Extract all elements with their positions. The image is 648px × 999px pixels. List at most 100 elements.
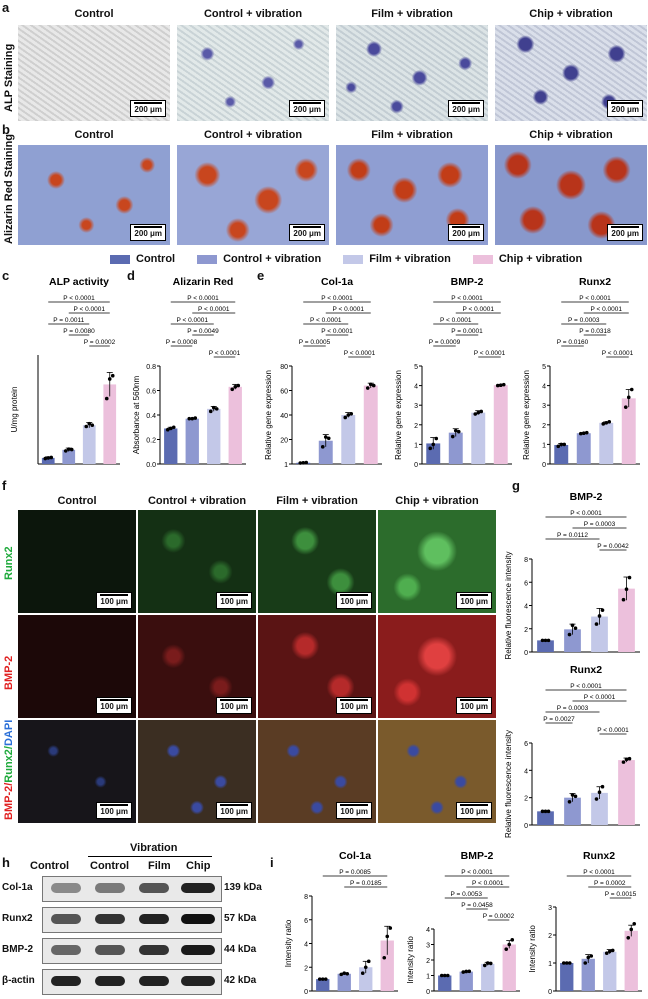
data-point: [439, 973, 444, 978]
data-point: [485, 961, 490, 965]
bar: [316, 979, 330, 991]
y-axis-label: Relative gene expression: [264, 370, 273, 460]
col-title-control-vibration: Control + vibration: [147, 495, 247, 507]
alizarin-image-chip-vibration: 200 μm: [495, 145, 647, 245]
p-value-label: P < 0.0001: [584, 694, 616, 701]
bar: [459, 971, 473, 991]
bar: [591, 792, 608, 825]
blot-kda-label: 42 kDa: [224, 975, 257, 986]
data-point: [342, 971, 347, 975]
y-tick-label: 4: [542, 384, 546, 391]
col-title-film-vibration: Film + vibration: [371, 8, 453, 20]
y-tick-label: 3: [414, 403, 418, 410]
chart-bmp2-blot: BMP-2 Intensity ratio 0 1 2 3 4 P < 0.0001 P < 0…: [406, 850, 520, 996]
y-tick-label: 3: [542, 403, 546, 410]
p-value-label: P < 0.0001: [73, 306, 105, 313]
y-tick-label: 4: [414, 384, 418, 391]
data-point: [326, 436, 331, 441]
y-tick-label: 3: [548, 905, 552, 912]
y-tick-label: 4: [426, 927, 430, 934]
panel-letter-a: a: [2, 0, 10, 15]
y-tick-label: 2: [304, 965, 308, 972]
col-title-film-vibration: Film + vibration: [371, 129, 453, 141]
p-value-label: P < 0.0001: [63, 295, 95, 302]
y-tick-label: 6: [524, 741, 528, 748]
bar: [493, 385, 508, 464]
blot-row-runx2: [42, 907, 222, 933]
y-tick-label: 0: [542, 462, 546, 469]
y-axis-label: Relative fluorescence intensity: [504, 551, 513, 659]
scale-bar: 200 μm: [130, 100, 166, 117]
data-point: [346, 413, 351, 417]
if-bmp2-chip-vibration: 100 μm: [378, 615, 496, 718]
data-point: [193, 416, 198, 420]
scale-bar: 100 μm: [216, 697, 252, 714]
p-value-label: P < 0.0001: [187, 295, 219, 302]
alizarin-image-control: 200 μm: [18, 145, 170, 245]
data-point: [366, 959, 371, 964]
data-point: [90, 423, 95, 427]
col-title-control: Control: [74, 129, 114, 141]
data-point: [501, 382, 506, 387]
y-tick-label: 0.4: [146, 413, 156, 420]
data-point: [43, 456, 48, 461]
data-point: [581, 431, 586, 436]
data-point: [482, 963, 487, 968]
scale-bar: 100 μm: [96, 802, 132, 819]
y-tick-label: 2: [426, 958, 430, 965]
p-value-label: P < 0.0001: [472, 880, 504, 887]
col-title-chip-vibration: Chip + vibration: [395, 495, 479, 507]
data-point: [498, 383, 503, 388]
p-value-label: P = 0.0085: [339, 869, 371, 876]
data-point: [385, 934, 390, 939]
y-tick-label: 40: [280, 413, 288, 420]
blot-kda-label: 44 kDa: [224, 944, 257, 955]
col-title-control-vibration: Control + vibration: [203, 129, 303, 141]
p-value-label: P = 0.0053: [450, 891, 482, 898]
bar: [618, 588, 635, 652]
bar: [581, 958, 595, 991]
data-point: [624, 587, 629, 592]
data-point: [190, 416, 195, 421]
data-point: [301, 460, 306, 465]
p-value-label: P = 0.0009: [429, 339, 461, 346]
data-point: [573, 794, 578, 799]
data-point: [467, 969, 472, 974]
row-label-alp-staining: ALP Staining: [3, 43, 15, 112]
alp-image-control: 200 μm: [18, 25, 170, 121]
p-value-label: P = 0.0002: [594, 880, 626, 887]
blot-band: [51, 883, 81, 893]
y-tick-label: 4: [524, 768, 528, 775]
blot-band: [181, 976, 215, 986]
bar: [599, 422, 614, 464]
data-point: [586, 955, 591, 960]
bar: [82, 425, 96, 464]
data-point: [629, 387, 634, 392]
row-label-runx2: Runx2: [3, 546, 15, 580]
data-point: [479, 409, 484, 414]
scale-bar: 200 μm: [130, 224, 166, 241]
data-point: [604, 951, 609, 955]
y-tick-label: 2: [542, 423, 546, 430]
data-point: [171, 425, 176, 430]
legend-label: Film + vibration: [369, 253, 451, 265]
data-point: [298, 461, 303, 465]
bar: [380, 940, 394, 991]
if-merge-control: 100 μm: [18, 720, 136, 823]
data-point: [84, 424, 89, 429]
bar: [228, 386, 242, 464]
y-axis-label: U/mg protein: [10, 387, 19, 433]
row-label-alizarin-staining: Alizarin Red Staining: [3, 133, 15, 244]
y-axis-label: Intensity ratio: [284, 919, 293, 967]
blot-band: [139, 883, 169, 893]
chart-title: BMP-2: [451, 276, 484, 288]
data-point: [442, 973, 447, 978]
p-value-label: P < 0.0001: [310, 317, 342, 324]
col-title-control-vibration: Control + vibration: [203, 8, 303, 20]
data-point: [431, 442, 436, 447]
scale-bar: 100 μm: [456, 592, 492, 609]
p-value-label: P < 0.0001: [597, 727, 629, 734]
scale-bar: 200 μm: [448, 224, 484, 241]
legend-swatch: [343, 254, 364, 264]
y-tick-label: 0: [524, 823, 528, 830]
